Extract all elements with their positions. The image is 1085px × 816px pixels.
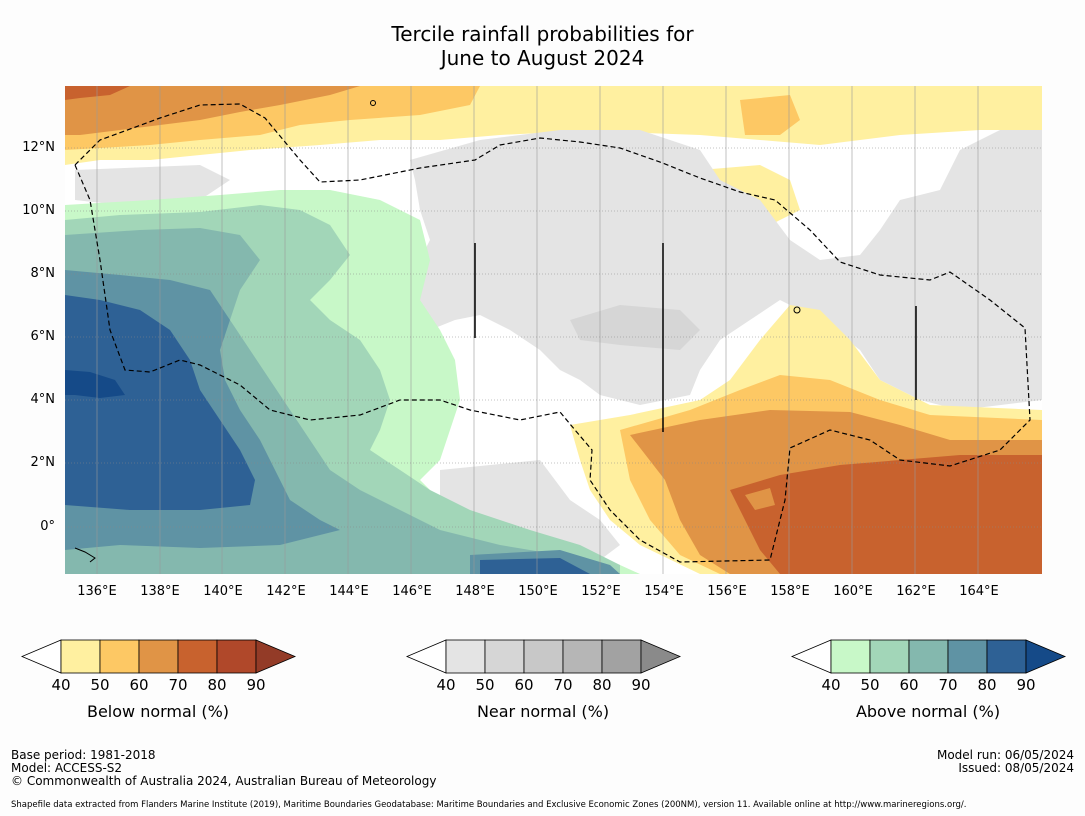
model-run: Model run: 06/05/2024 <box>936 748 1074 762</box>
lat-label: 12°N <box>22 140 55 155</box>
colorbar-segment <box>177 639 218 674</box>
lat-label: 6°N <box>30 329 56 344</box>
lat-label: 10°N <box>22 203 55 218</box>
chart-title: Tercile rainfall probabilities for June … <box>0 22 1085 70</box>
colorbar-segment <box>947 639 988 674</box>
colorbar-segment <box>60 639 101 674</box>
copyright: © Commonwealth of Australia 2024, Austra… <box>11 774 437 788</box>
colorbar-segment <box>138 639 179 674</box>
lon-label: 154°E <box>644 584 684 599</box>
lon-label: 142°E <box>266 584 306 599</box>
colorbar-tick-label: 80 <box>592 676 612 694</box>
colorbar-segment <box>869 639 910 674</box>
footer-left: Base period: 1981-2018 Model: ACCESS-S2 … <box>11 749 436 788</box>
colorbar-under-triangle <box>790 639 832 674</box>
issued-date: Issued: 08/05/2024 <box>958 761 1074 775</box>
colorbar-segment <box>908 639 949 674</box>
below-normal-north-50b <box>740 95 800 135</box>
colorbar-over-triangle <box>640 639 682 674</box>
colorbar-below-label: Below normal (%) <box>86 702 230 721</box>
colorbar-tick-label: 50 <box>475 676 495 694</box>
colorbar-below <box>20 639 297 674</box>
colorbar-segment <box>601 639 642 674</box>
base-period: Base period: 1981-2018 <box>11 748 156 762</box>
colorbar-near-label: Near normal (%) <box>476 702 610 721</box>
colorbar-tick-label: 80 <box>977 676 997 694</box>
island-markers <box>474 243 917 432</box>
colorbar-segment <box>99 639 140 674</box>
below-normal-north-70 <box>65 86 130 100</box>
island-guam <box>370 100 376 106</box>
colorbar-tick-label: 60 <box>514 676 534 694</box>
title-line-1: Tercile rainfall probabilities for <box>391 22 694 46</box>
above-normal-90 <box>65 370 125 398</box>
shapefile-credit: Shapefile data extracted from Flanders M… <box>11 800 967 810</box>
lon-label: 156°E <box>707 584 747 599</box>
colorbar-segment <box>986 639 1027 674</box>
below-normal-se-70 <box>730 455 1042 574</box>
colorbar-above-label: Above normal (%) <box>855 702 1001 721</box>
colorbar-tick-label: 50 <box>90 676 110 694</box>
lon-label: 136°E <box>77 584 117 599</box>
lon-label: 160°E <box>833 584 873 599</box>
lon-label: 162°E <box>896 584 936 599</box>
colorbar-segment <box>484 639 525 674</box>
colorbar-tick-label: 50 <box>860 676 880 694</box>
colorbar-tick-label: 90 <box>246 676 266 694</box>
lon-label: 158°E <box>770 584 810 599</box>
colorbar-under-triangle <box>20 639 62 674</box>
colorbar-segment <box>562 639 603 674</box>
grid-lines <box>96 86 979 574</box>
colorbar-above <box>790 639 1067 674</box>
lat-label: 8°N <box>30 266 56 281</box>
colorbar-over-triangle <box>1025 639 1067 674</box>
lon-label: 144°E <box>329 584 369 599</box>
coastline-png <box>74 547 96 563</box>
below-normal-se-60b <box>745 488 775 510</box>
lon-label: 146°E <box>392 584 432 599</box>
colorbar-tick-label: 80 <box>207 676 227 694</box>
lat-label: 2°N <box>30 455 56 470</box>
colorbar-near <box>405 639 682 674</box>
footer-right: Model run: 06/05/2024 Issued: 08/05/2024 <box>937 749 1074 775</box>
colorbar-tick-label: 70 <box>553 676 573 694</box>
lat-label: 4°N <box>30 392 56 407</box>
above-normal-south-80 <box>480 558 590 574</box>
title-line-2: June to August 2024 <box>440 46 645 70</box>
below-normal-north-60 <box>65 86 360 135</box>
colorbar-tick-label: 40 <box>51 676 71 694</box>
near-normal-west <box>75 165 230 205</box>
colorbar-tick-label: 40 <box>436 676 456 694</box>
lon-label: 150°E <box>518 584 558 599</box>
colorbar-under-triangle <box>405 639 447 674</box>
colorbar-tick-label: 90 <box>1016 676 1036 694</box>
lon-label: 164°E <box>959 584 999 599</box>
lon-label: 140°E <box>203 584 243 599</box>
colorbar-segment <box>445 639 486 674</box>
lat-grid-lines <box>65 147 1042 528</box>
lon-label: 152°E <box>581 584 621 599</box>
island-pohnpei <box>793 306 801 314</box>
colorbar-tick-label: 90 <box>631 676 651 694</box>
model-name: Model: ACCESS-S2 <box>11 761 123 775</box>
colorbar-tick-label: 60 <box>899 676 919 694</box>
colorbar-segment <box>523 639 564 674</box>
colorbar-segment <box>216 639 257 674</box>
lon-label: 148°E <box>455 584 495 599</box>
colorbar-tick-label: 70 <box>938 676 958 694</box>
colorbar-segment <box>830 639 871 674</box>
colorbar-over-triangle <box>255 639 297 674</box>
colorbar-tick-label: 70 <box>168 676 188 694</box>
colorbar-tick-label: 60 <box>129 676 149 694</box>
lon-label: 138°E <box>140 584 180 599</box>
lat-label: 0° <box>40 519 55 534</box>
colorbar-tick-label: 40 <box>821 676 841 694</box>
eez-boundaries <box>74 103 1031 563</box>
near-normal-50 <box>570 305 700 350</box>
